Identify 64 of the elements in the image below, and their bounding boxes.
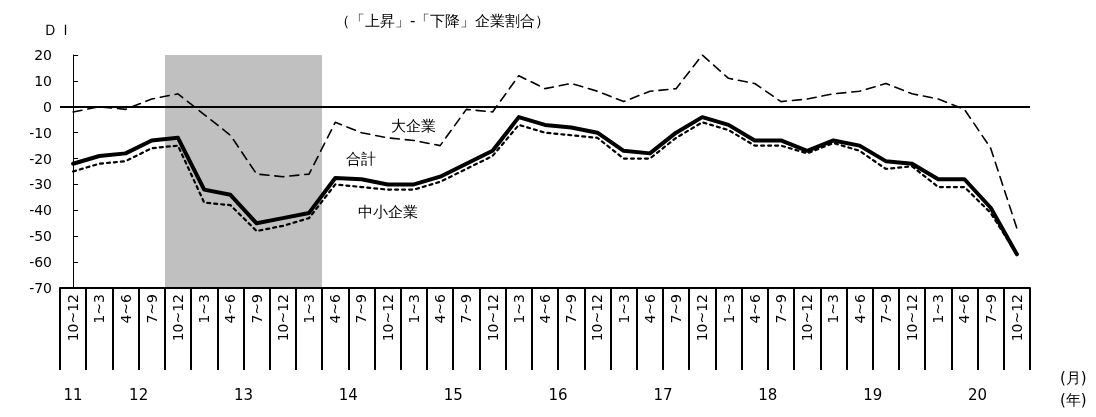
x-tick-label: 4~6 bbox=[537, 293, 553, 324]
text: 11 bbox=[63, 386, 83, 404]
text: 16 bbox=[548, 386, 568, 404]
x-tick-label: 10~12 bbox=[274, 294, 291, 342]
text: 18 bbox=[758, 386, 778, 404]
x-tick-label: 7~9 bbox=[458, 294, 475, 324]
x-tick-label: 7~9 bbox=[563, 294, 580, 324]
series-label: 中小企業 bbox=[357, 202, 418, 221]
y-tick-label: -10 bbox=[29, 124, 52, 141]
x-tick-label: 1~3 bbox=[301, 294, 318, 324]
x-tick-label: 7~9 bbox=[248, 294, 265, 324]
x-tick-label: 4~6 bbox=[222, 293, 239, 324]
text: 12 bbox=[129, 386, 149, 404]
series-label: 大企業 bbox=[391, 117, 437, 136]
y-tick-label: 20 bbox=[34, 47, 52, 63]
x-tick-label: 7~9 bbox=[353, 294, 370, 324]
x-tick-label: 10~12 bbox=[65, 294, 82, 342]
x-tick-label: 4~6 bbox=[641, 293, 658, 324]
x-tick-label: 1~3 bbox=[720, 294, 737, 324]
y-tick-label: -50 bbox=[29, 228, 52, 245]
y-axis-title: ＤＩ bbox=[43, 20, 74, 39]
text: 20 bbox=[968, 386, 988, 404]
x-tick-label: 4~6 bbox=[432, 293, 449, 324]
x-tick-label: 10~12 bbox=[1008, 294, 1025, 342]
y-tick-label: -40 bbox=[29, 202, 52, 219]
x-tick-label: 1~3 bbox=[825, 294, 842, 324]
x-tick-label: 7~9 bbox=[877, 294, 894, 324]
x-tick-label: 1~3 bbox=[196, 294, 213, 324]
text: 14 bbox=[338, 386, 358, 404]
x-tick-label: 7~9 bbox=[668, 294, 685, 324]
y-tick-label: 0 bbox=[43, 98, 52, 115]
x-tick-label: 1~3 bbox=[405, 294, 422, 324]
x-tick-label: 10~12 bbox=[379, 294, 396, 342]
x-tick-label: 10~12 bbox=[904, 294, 921, 342]
text: 17 bbox=[653, 386, 673, 404]
x-tick-label: 1~3 bbox=[615, 294, 632, 324]
text: 19 bbox=[863, 386, 883, 404]
x-tick-label: 10~12 bbox=[484, 294, 501, 342]
y-tick-label: -60 bbox=[29, 254, 52, 271]
x-tick-label: 10~12 bbox=[799, 294, 816, 342]
x-axis-title: (月) bbox=[1060, 369, 1087, 387]
x-tick-label: 7~9 bbox=[143, 294, 160, 324]
chart-title: （「上昇」-「下降」企業割合） bbox=[335, 11, 551, 30]
x-tick-label: 7~9 bbox=[772, 294, 789, 324]
x-tick-label: 7~9 bbox=[982, 294, 999, 324]
x-tick-label: 10~12 bbox=[169, 294, 186, 342]
x-tick-label: 4~6 bbox=[746, 293, 763, 324]
text: 13 bbox=[233, 386, 254, 404]
x-tick-label: 1~3 bbox=[930, 294, 947, 324]
series-label: 合計 bbox=[346, 150, 377, 169]
text: (年) bbox=[1060, 391, 1087, 409]
x-tick-label: 10~12 bbox=[694, 294, 711, 342]
x-tick-label: 4~6 bbox=[851, 293, 868, 324]
x-tick-label: 4~6 bbox=[956, 293, 973, 324]
y-tick-label: -30 bbox=[29, 176, 52, 193]
y-tick-label: 10 bbox=[34, 72, 52, 89]
x-tick-label: 10~12 bbox=[589, 294, 606, 342]
x-tick-label: 1~3 bbox=[510, 294, 527, 324]
text: 15 bbox=[443, 386, 463, 404]
y-tick-label: -20 bbox=[29, 150, 52, 167]
x-tick-label: 4~6 bbox=[327, 293, 344, 324]
y-tick-label: -70 bbox=[29, 280, 52, 296]
x-tick-label: 1~3 bbox=[91, 294, 108, 324]
x-tick-label: 4~6 bbox=[117, 293, 134, 324]
